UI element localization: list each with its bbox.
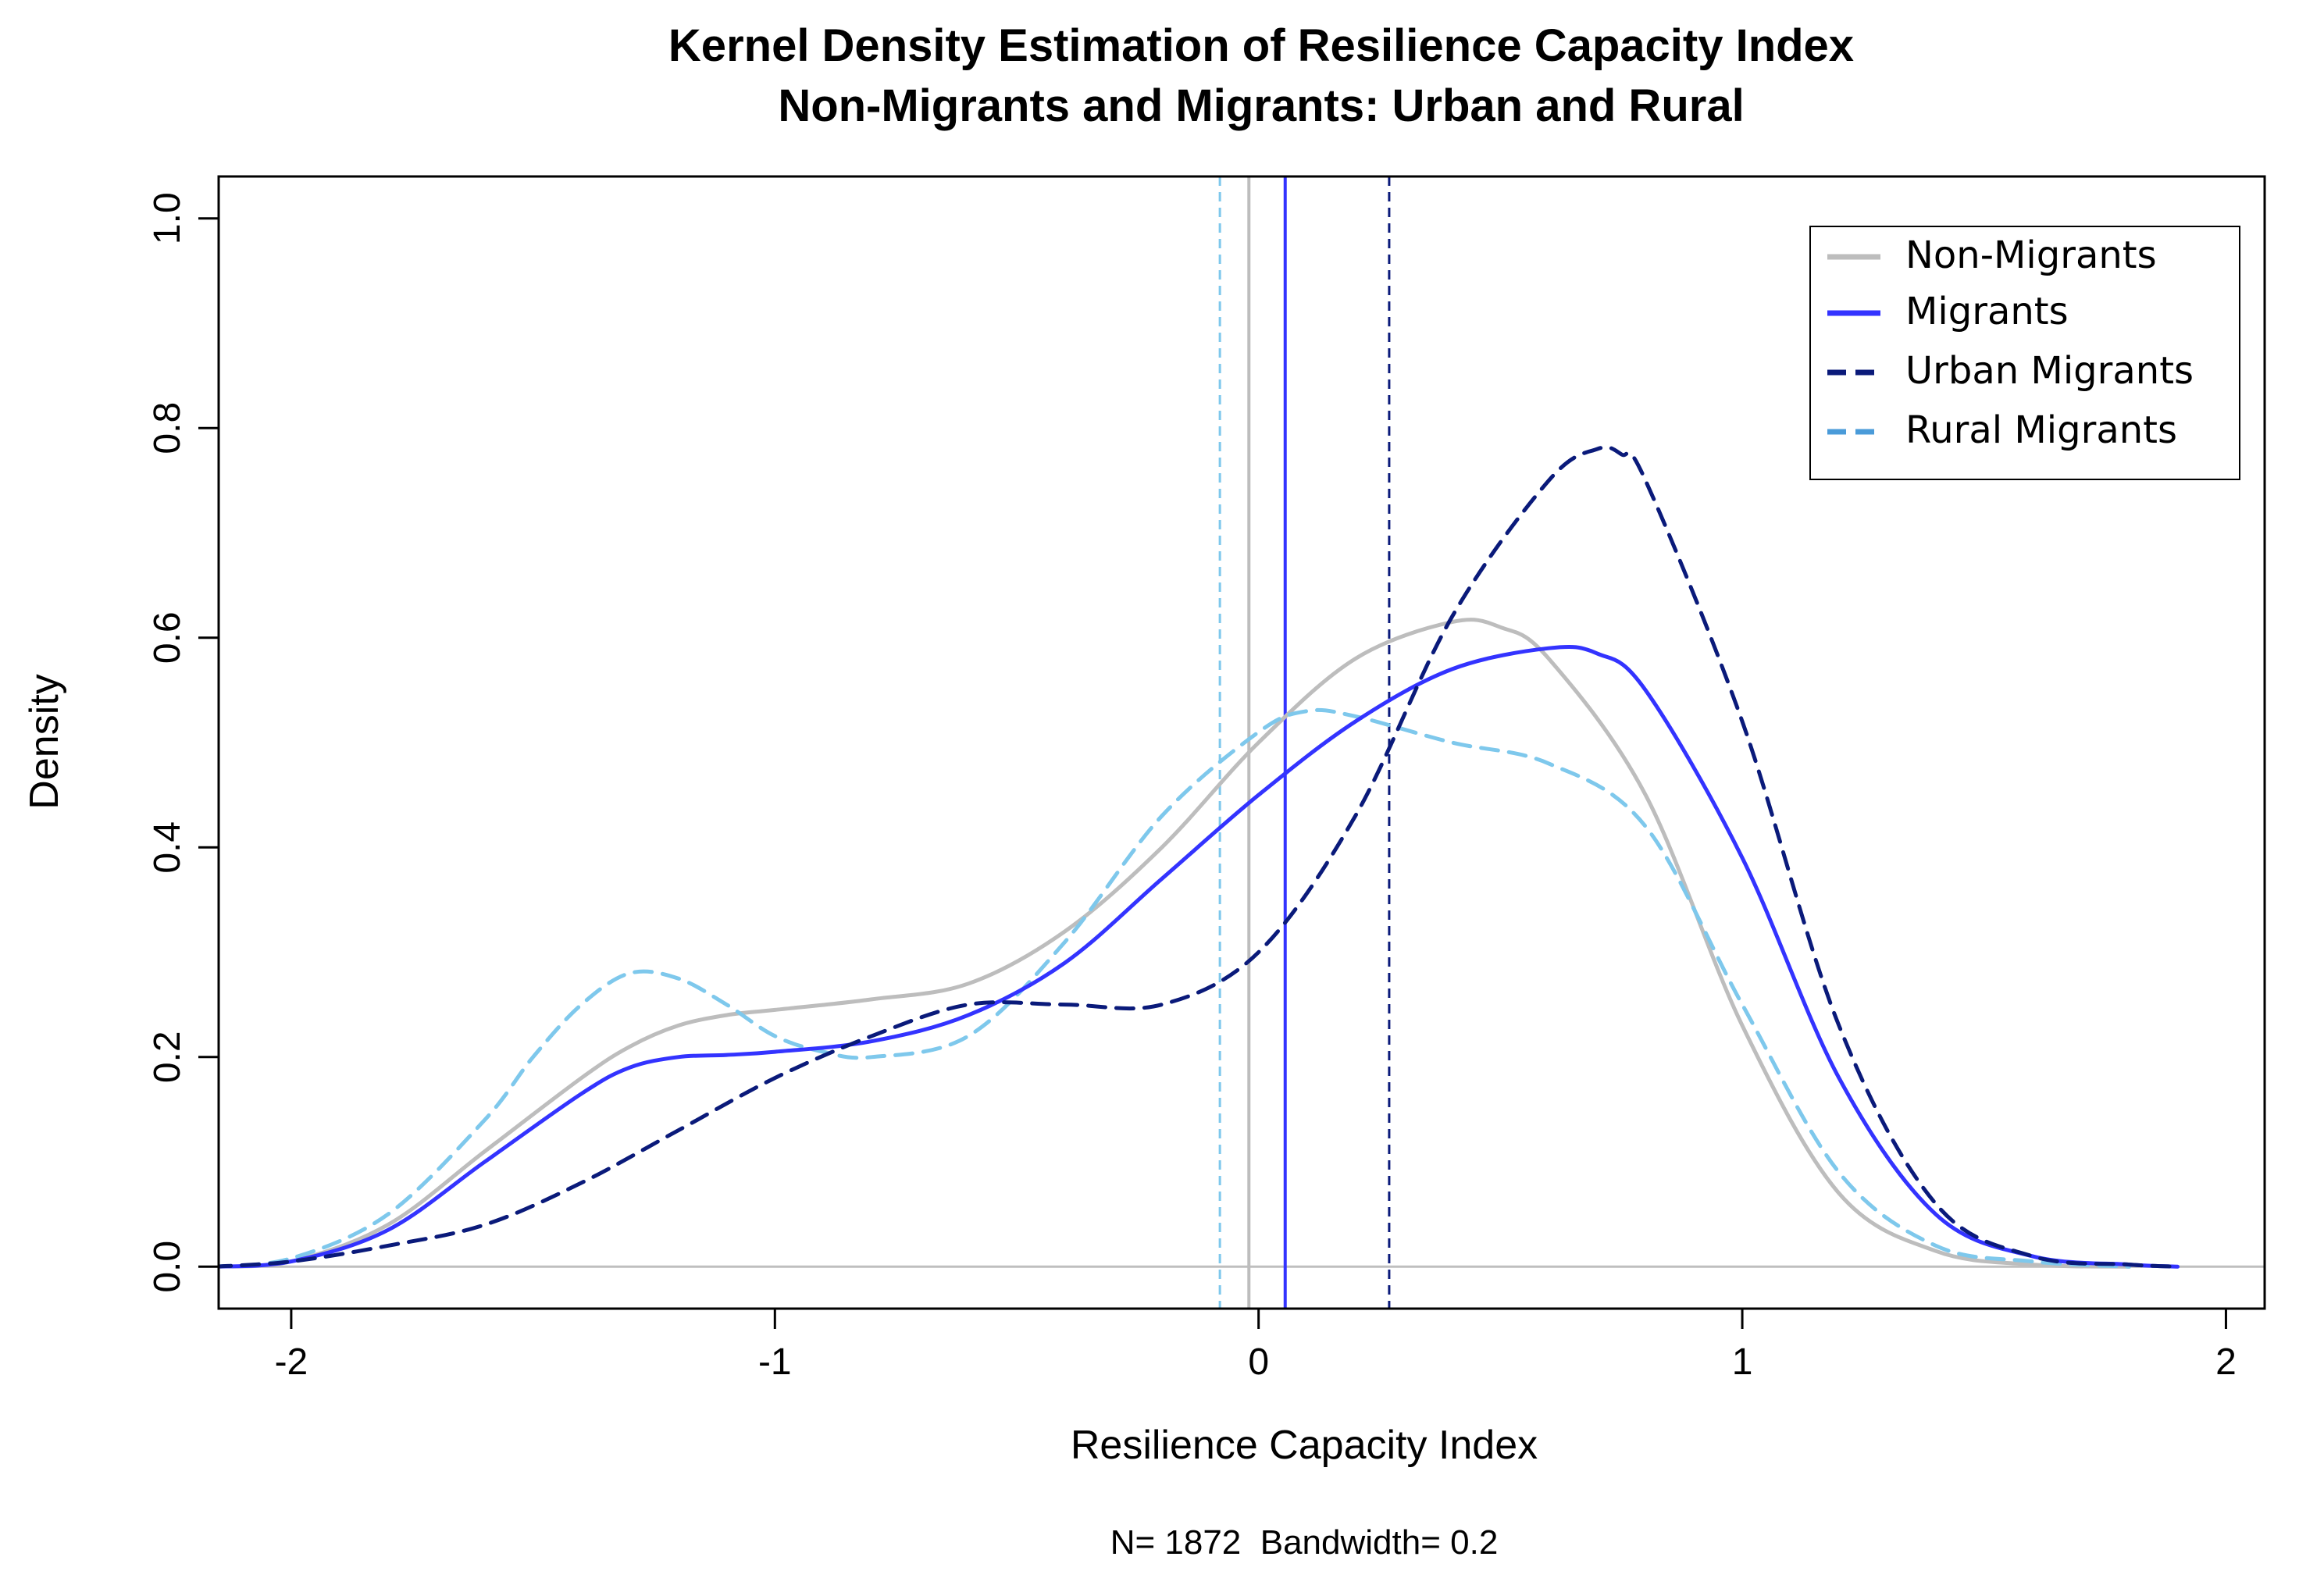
plot-frame [217,175,2266,1310]
chart-subtitle: Non-Migrants and Migrants: Urban and Rur… [778,80,1744,131]
x-tick-label: 2 [2215,1341,2237,1383]
x-tick-label: -1 [758,1341,792,1383]
x-tick-label: 0 [1248,1341,1269,1383]
y-tick-label: 0.8 [147,402,188,454]
y-tick-label: 1.0 [147,192,188,244]
legend-box [1809,226,2240,480]
x-tick-label: -2 [275,1341,308,1383]
legend-label-rural-migrants: Rural Migrants [1905,408,2177,452]
y-tick-label: 0.0 [147,1241,188,1293]
legend-label-migrants: Migrants [1905,290,2069,333]
urban-migrants-density-curve [219,445,2180,1269]
y-tick-label: 0.4 [147,821,188,874]
y-tick-label: 0.6 [147,611,188,664]
footnote: N= 1872 Bandwidth= 0.2 [1110,1523,1499,1562]
rural-migrants-density-curve [219,707,2132,1269]
chart-title: Kernel Density Estimation of Resilience … [668,20,1854,71]
legend: Non-Migrants Migrants Urban Migrants Rural … [1809,226,2240,480]
y-axis-label: Density [22,674,67,809]
axes: -2 -1 0 1 2 0.0 0.2 0.4 0.6 0.8 1.0 [147,192,2237,1383]
y-tick-label: 0.2 [147,1031,188,1083]
x-axis-label: Resilience Capacity Index [1071,1423,1538,1468]
legend-label-urban-migrants: Urban Migrants [1905,349,2194,393]
migrants-density-curve [219,644,2180,1269]
plot-area [219,176,2265,1309]
non-migrants-density-curve [219,618,2132,1269]
x-tick-label: 1 [1732,1341,1753,1383]
legend-label-non-migrants: Non-Migrants [1905,233,2157,277]
